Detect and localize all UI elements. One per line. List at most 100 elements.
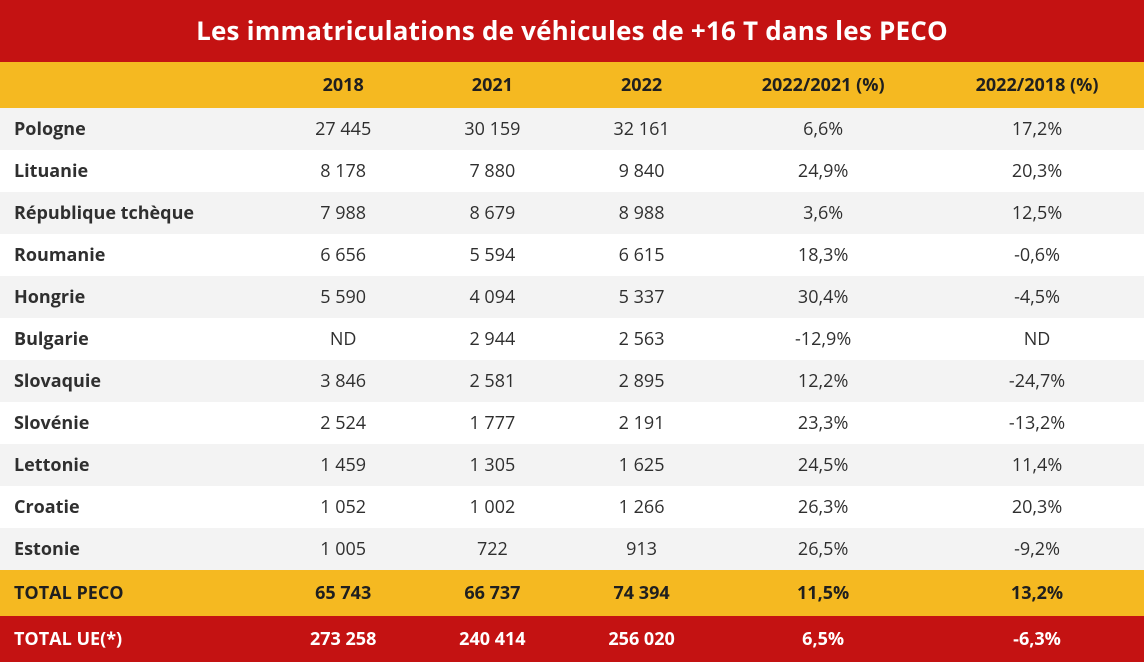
row-label: Estonie — [0, 528, 269, 570]
total-cell-y2021: 66 737 — [418, 570, 567, 616]
cell-p22_21: 3,6% — [716, 192, 930, 234]
cell-p22_18: 11,4% — [930, 444, 1144, 486]
cell-y2018: 2 524 — [269, 402, 418, 444]
cell-y2021: 30 159 — [418, 108, 567, 150]
cell-y2022: 1 266 — [567, 486, 716, 528]
table-row: République tchèque7 9888 6798 9883,6%12,… — [0, 192, 1144, 234]
cell-y2018: 1 052 — [269, 486, 418, 528]
col-header-2018: 2018 — [269, 62, 418, 108]
row-label: Pologne — [0, 108, 269, 150]
cell-y2022: 2 563 — [567, 318, 716, 360]
cell-p22_18: 17,2% — [930, 108, 1144, 150]
cell-y2018: 8 178 — [269, 150, 418, 192]
total-cell-y2022: 74 394 — [567, 570, 716, 616]
total-cell-p22_21: 11,5% — [716, 570, 930, 616]
cell-p22_21: 18,3% — [716, 234, 930, 276]
cell-p22_18: -0,6% — [930, 234, 1144, 276]
table-row: Pologne27 44530 15932 1616,6%17,2% — [0, 108, 1144, 150]
row-label: Croatie — [0, 486, 269, 528]
cell-p22_18: -24,7% — [930, 360, 1144, 402]
total-row: TOTAL UE(*)273 258240 414256 0206,5%-6,3… — [0, 616, 1144, 662]
col-header-2022-2021: 2022/2021 (%) — [716, 62, 930, 108]
cell-y2022: 9 840 — [567, 150, 716, 192]
table-row: Croatie1 0521 0021 26626,3%20,3% — [0, 486, 1144, 528]
cell-y2022: 2 191 — [567, 402, 716, 444]
cell-p22_18: 12,5% — [930, 192, 1144, 234]
cell-y2018: 6 656 — [269, 234, 418, 276]
table-row: Roumanie6 6565 5946 61518,3%-0,6% — [0, 234, 1144, 276]
cell-y2018: 27 445 — [269, 108, 418, 150]
row-label: Lettonie — [0, 444, 269, 486]
row-label: Lituanie — [0, 150, 269, 192]
cell-p22_21: -12,9% — [716, 318, 930, 360]
total-cell-y2021: 240 414 — [418, 616, 567, 662]
total-cell-p22_18: 13,2% — [930, 570, 1144, 616]
table-row: Slovaquie3 8462 5812 89512,2%-24,7% — [0, 360, 1144, 402]
table-row: Lettonie1 4591 3051 62524,5%11,4% — [0, 444, 1144, 486]
cell-p22_21: 24,5% — [716, 444, 930, 486]
table-body: Pologne27 44530 15932 1616,6%17,2%Lituan… — [0, 108, 1144, 570]
cell-y2021: 5 594 — [418, 234, 567, 276]
cell-y2022: 5 337 — [567, 276, 716, 318]
cell-y2018: 7 988 — [269, 192, 418, 234]
cell-y2021: 1 305 — [418, 444, 567, 486]
total-cell-p22_18: -6,3% — [930, 616, 1144, 662]
cell-y2021: 1 002 — [418, 486, 567, 528]
cell-y2021: 8 679 — [418, 192, 567, 234]
total-label: TOTAL UE(*) — [0, 616, 269, 662]
data-table: 2018 2021 2022 2022/2021 (%) 2022/2018 (… — [0, 62, 1144, 662]
cell-y2021: 2 581 — [418, 360, 567, 402]
cell-p22_21: 12,2% — [716, 360, 930, 402]
cell-p22_18: -9,2% — [930, 528, 1144, 570]
cell-y2022: 6 615 — [567, 234, 716, 276]
cell-y2022: 2 895 — [567, 360, 716, 402]
total-cell-y2018: 65 743 — [269, 570, 418, 616]
col-header-label — [0, 62, 269, 108]
col-header-2022: 2022 — [567, 62, 716, 108]
row-label: République tchèque — [0, 192, 269, 234]
cell-p22_21: 26,5% — [716, 528, 930, 570]
table-header: 2018 2021 2022 2022/2021 (%) 2022/2018 (… — [0, 62, 1144, 108]
cell-y2022: 1 625 — [567, 444, 716, 486]
cell-p22_21: 23,3% — [716, 402, 930, 444]
row-label: Bulgarie — [0, 318, 269, 360]
total-label: TOTAL PECO — [0, 570, 269, 616]
table-container: Les immatriculations de véhicules de +16… — [0, 0, 1144, 662]
col-header-2022-2018: 2022/2018 (%) — [930, 62, 1144, 108]
table-title: Les immatriculations de véhicules de +16… — [0, 0, 1144, 62]
cell-y2018: 3 846 — [269, 360, 418, 402]
cell-y2022: 8 988 — [567, 192, 716, 234]
cell-p22_21: 24,9% — [716, 150, 930, 192]
cell-y2021: 4 094 — [418, 276, 567, 318]
row-label: Roumanie — [0, 234, 269, 276]
table-row: Lituanie8 1787 8809 84024,9%20,3% — [0, 150, 1144, 192]
total-cell-p22_21: 6,5% — [716, 616, 930, 662]
cell-y2018: 1 459 — [269, 444, 418, 486]
cell-y2018: 5 590 — [269, 276, 418, 318]
cell-y2022: 913 — [567, 528, 716, 570]
cell-y2018: 1 005 — [269, 528, 418, 570]
total-cell-y2018: 273 258 — [269, 616, 418, 662]
cell-p22_18: ND — [930, 318, 1144, 360]
table-row: Estonie1 00572291326,5%-9,2% — [0, 528, 1144, 570]
cell-p22_18: 20,3% — [930, 486, 1144, 528]
table-row: Hongrie5 5904 0945 33730,4%-4,5% — [0, 276, 1144, 318]
row-label: Hongrie — [0, 276, 269, 318]
cell-y2021: 2 944 — [418, 318, 567, 360]
cell-p22_21: 30,4% — [716, 276, 930, 318]
cell-p22_18: -13,2% — [930, 402, 1144, 444]
col-header-2021: 2021 — [418, 62, 567, 108]
cell-y2021: 7 880 — [418, 150, 567, 192]
cell-p22_21: 6,6% — [716, 108, 930, 150]
cell-p22_18: -4,5% — [930, 276, 1144, 318]
cell-y2018: ND — [269, 318, 418, 360]
cell-y2021: 1 777 — [418, 402, 567, 444]
total-cell-y2022: 256 020 — [567, 616, 716, 662]
table-footer: TOTAL PECO65 74366 73774 39411,5%13,2%TO… — [0, 570, 1144, 662]
row-label: Slovénie — [0, 402, 269, 444]
cell-y2022: 32 161 — [567, 108, 716, 150]
cell-p22_18: 20,3% — [930, 150, 1144, 192]
total-row: TOTAL PECO65 74366 73774 39411,5%13,2% — [0, 570, 1144, 616]
table-row: BulgarieND2 9442 563-12,9%ND — [0, 318, 1144, 360]
table-row: Slovénie2 5241 7772 19123,3%-13,2% — [0, 402, 1144, 444]
